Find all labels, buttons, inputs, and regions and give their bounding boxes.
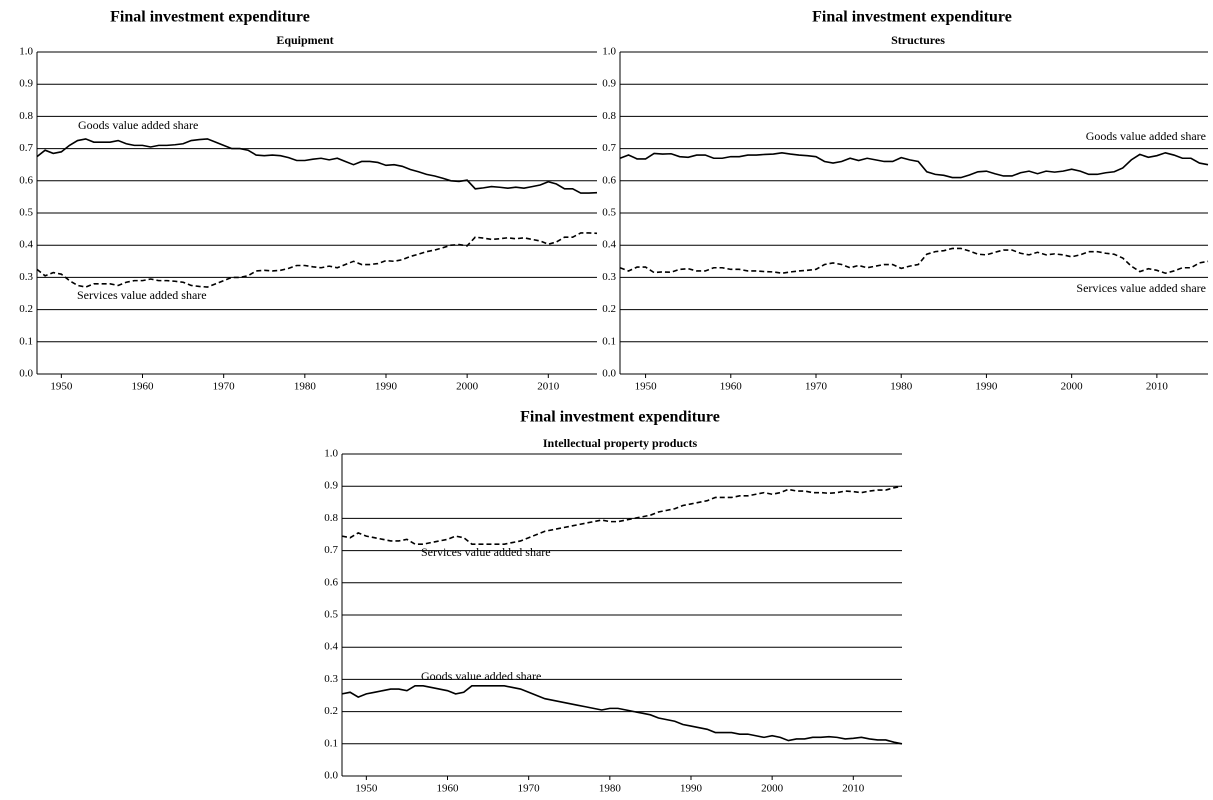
y-tick-label: 0.6 <box>324 576 338 588</box>
x-tick-label: 1980 <box>890 381 913 393</box>
y-tick-label: 0.2 <box>19 303 33 315</box>
x-tick-label: 1970 <box>213 381 236 393</box>
y-tick-label: 0.8 <box>324 512 338 524</box>
x-tick-label: 1970 <box>518 783 541 795</box>
x-tick-label: 1960 <box>132 381 155 393</box>
x-tick-label: 2000 <box>456 381 479 393</box>
series-label: Services value added share <box>421 545 551 559</box>
x-tick-label: 2010 <box>537 381 560 393</box>
chart-subtitle: Equipment <box>276 33 333 47</box>
chart-subtitle: Structures <box>891 33 945 47</box>
y-tick-label: 0.4 <box>602 239 616 251</box>
y-tick-label: 0.1 <box>19 335 33 347</box>
x-tick-label: 1960 <box>720 381 743 393</box>
series-line <box>36 232 598 288</box>
y-tick-label: 0.0 <box>324 770 338 782</box>
y-tick-label: 0.5 <box>19 207 33 219</box>
y-tick-label: 1.0 <box>602 46 616 58</box>
x-tick-label: 1980 <box>599 783 622 795</box>
y-tick-label: 0.8 <box>19 110 33 122</box>
series-label: Services value added share <box>1076 281 1206 295</box>
x-tick-label: 1990 <box>680 783 703 795</box>
y-tick-label: 0.1 <box>324 737 338 749</box>
series-label: Goods value added share <box>421 669 541 683</box>
x-tick-label: 2010 <box>1146 381 1169 393</box>
y-tick-label: 0.7 <box>19 142 33 154</box>
y-tick-label: 0.9 <box>19 78 33 90</box>
series-line <box>36 138 598 194</box>
series-line <box>619 151 1209 179</box>
y-tick-label: 0.3 <box>19 271 33 283</box>
y-tick-label: 0.9 <box>602 78 616 90</box>
x-tick-label: 1950 <box>50 381 73 393</box>
series-label: Goods value added share <box>78 118 198 132</box>
y-tick-label: 0.2 <box>602 303 616 315</box>
y-tick-label: 0.7 <box>602 142 616 154</box>
y-tick-label: 0.7 <box>324 544 338 556</box>
chart-subtitle: Intellectual property products <box>543 436 698 450</box>
y-tick-label: 0.3 <box>602 271 616 283</box>
x-tick-label: 1980 <box>294 381 317 393</box>
series-line <box>619 247 1209 275</box>
x-tick-label: 1950 <box>355 783 378 795</box>
x-tick-label: 2000 <box>1061 381 1084 393</box>
series-line <box>341 485 903 545</box>
x-tick-label: 2010 <box>842 783 865 795</box>
y-tick-label: 0.1 <box>602 335 616 347</box>
y-tick-label: 1.0 <box>324 448 338 460</box>
y-tick-label: 0.6 <box>19 174 33 186</box>
series-label: Services value added share <box>77 288 207 302</box>
y-tick-label: 0.8 <box>602 110 616 122</box>
y-tick-label: 0.0 <box>19 368 33 380</box>
chart-title: Final investment expenditure <box>812 9 1012 26</box>
x-tick-label: 1990 <box>975 381 998 393</box>
y-tick-label: 0.0 <box>602 368 616 380</box>
y-tick-label: 1.0 <box>19 46 33 58</box>
x-tick-label: 1970 <box>805 381 828 393</box>
series-label: Goods value added share <box>1086 129 1206 143</box>
y-tick-label: 0.5 <box>602 207 616 219</box>
x-tick-label: 1950 <box>635 381 658 393</box>
x-tick-label: 1960 <box>437 783 460 795</box>
y-tick-label: 0.9 <box>324 480 338 492</box>
x-tick-label: 1990 <box>375 381 398 393</box>
chart-title: Final investment expenditure <box>110 9 310 26</box>
series-line <box>341 685 903 745</box>
x-tick-label: 2000 <box>761 783 784 795</box>
y-tick-label: 0.3 <box>324 673 338 685</box>
y-tick-label: 0.4 <box>19 239 33 251</box>
y-tick-label: 0.4 <box>324 641 338 653</box>
y-tick-label: 0.6 <box>602 174 616 186</box>
y-tick-label: 0.5 <box>324 609 338 621</box>
y-tick-label: 0.2 <box>324 705 338 717</box>
chart-title: Final investment expenditure <box>520 409 720 426</box>
